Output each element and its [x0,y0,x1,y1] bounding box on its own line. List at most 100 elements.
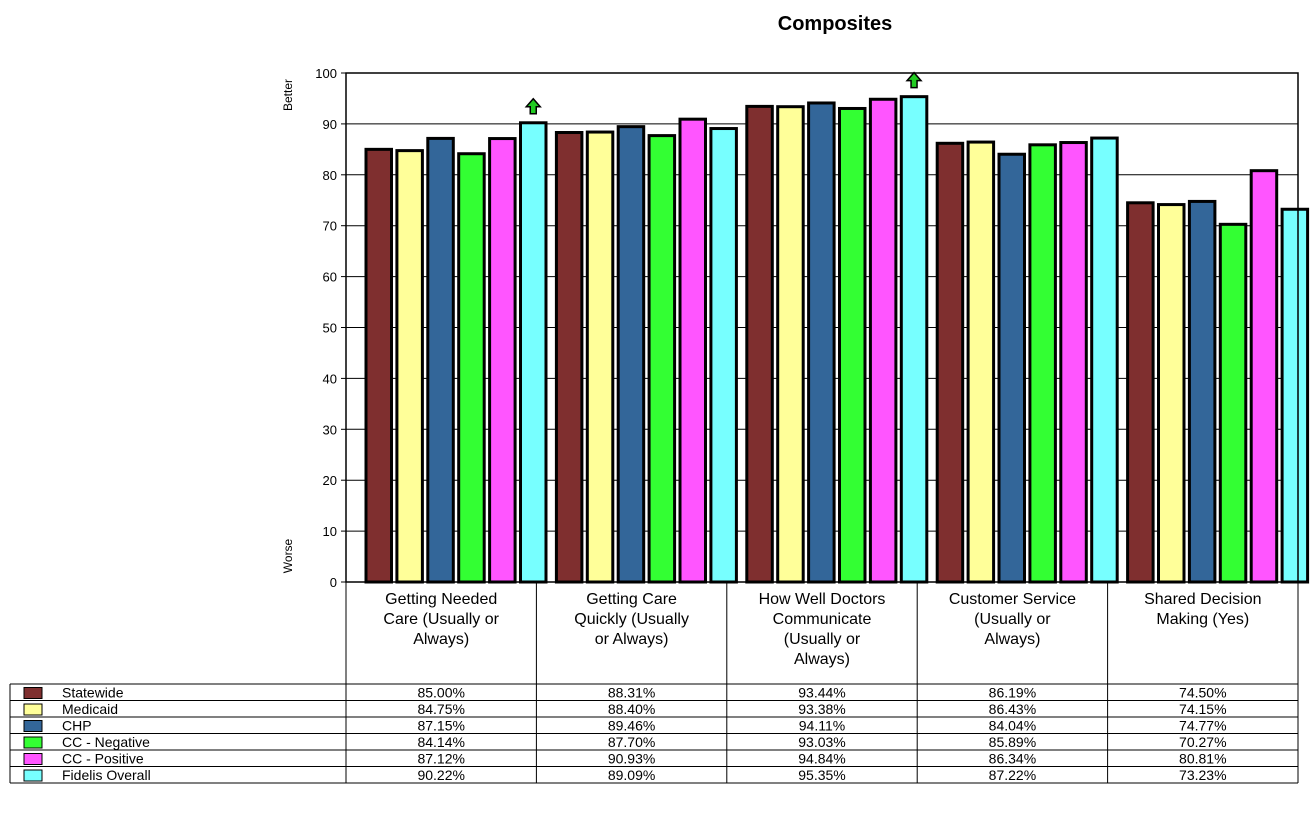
bar-cc-positive-0 [488,137,517,584]
bar-chp-1 [616,125,646,584]
bar-fidelis-overall-1 [709,127,738,584]
data-label: 89.09% [608,767,655,783]
bar-fidelis-overall-0 [519,121,548,584]
data-label: 73.23% [1179,767,1226,783]
data-label: 88.40% [608,701,655,717]
y-label-better: Better [281,79,295,111]
bar-fidelis-overall-4 [1280,207,1310,584]
bar-medicaid-2 [776,105,805,584]
bar-medicaid-0 [395,149,424,584]
data-label: 84.04% [989,718,1036,734]
legend-label: Medicaid [62,701,118,717]
category-label-line: Customer Service [949,591,1076,608]
bar-chp-4 [1187,199,1217,584]
bar-medicaid-1 [585,130,615,584]
data-label: 84.75% [417,701,464,717]
category-label-line: Always) [984,631,1040,648]
data-label: 85.00% [417,685,464,701]
bar-cc-negative-4 [1218,222,1248,584]
data-label: 74.15% [1179,701,1226,717]
data-label: 88.31% [608,685,655,701]
category-label-line: Communicate [773,611,872,628]
legend-label: Fidelis Overall [62,767,151,783]
bar-medicaid-4 [1157,203,1186,584]
data-label: 87.15% [417,718,464,734]
y-tick-label: 50 [323,321,337,336]
legend-label: CHP [62,718,92,734]
data-label: 90.93% [608,751,655,767]
plot-frame [345,72,1299,583]
legend-label: CC - Negative [62,734,150,750]
legend-swatch [23,769,43,782]
bar-statewide-1 [554,131,584,584]
bar-chp-2 [807,101,836,584]
data-label: 70.27% [1179,734,1226,750]
bar-chp-0 [426,136,455,584]
data-label: 87.12% [417,751,464,767]
data-label: 94.11% [799,718,845,734]
y-tick-label: 40 [323,371,337,386]
data-label: 87.22% [989,767,1036,783]
category-label-line: Always) [794,651,850,668]
data-label: 86.19% [989,685,1036,701]
bar-statewide-0 [364,147,393,584]
data-label: 90.22% [417,767,464,783]
bar-chp-3 [997,152,1026,584]
bar-cc-negative-0 [457,152,486,584]
legend-label: CC - Positive [62,751,144,767]
bar-statewide-3 [935,141,965,584]
data-label: 95.35% [798,767,845,783]
data-label: 87.70% [608,734,655,750]
bar-cc-negative-3 [1028,143,1057,584]
bar-fidelis-overall-2 [899,95,929,584]
bar-medicaid-3 [966,140,996,584]
category-label-line: Quickly (Usually [574,611,689,628]
bar-cc-positive-3 [1059,141,1088,584]
up-arrow-icon [905,71,923,89]
legend-swatch [23,736,43,749]
legend-swatch [23,720,43,732]
data-label: 85.89% [989,734,1036,750]
y-tick-label: 70 [323,219,337,234]
bar-cc-positive-1 [678,117,707,584]
category-label-line: or Always) [595,631,669,648]
bar-cc-positive-2 [868,97,898,584]
bar-statewide-2 [745,104,774,584]
data-label: 84.14% [417,734,464,750]
y-tick-label: 30 [323,422,337,437]
data-label: 93.44% [798,685,845,701]
bar-statewide-4 [1126,201,1155,584]
data-label: 86.43% [989,701,1036,717]
data-label: 74.77% [1179,718,1226,734]
up-arrow-icon [524,97,542,115]
data-label: 80.81% [1179,751,1226,767]
category-label-line: Making (Yes) [1156,611,1249,628]
category-label-line: Care (Usually or [383,611,499,628]
category-label-line: How Well Doctors [759,591,886,608]
y-tick-label: 60 [323,270,337,285]
y-label-worse: Worse [281,538,295,573]
chart-title: Composites [778,13,892,35]
legend-swatch [23,753,43,765]
data-label: 94.84% [798,751,845,767]
y-tick-label: 10 [323,524,337,539]
legend-label: Statewide [62,685,124,701]
bar-cc-negative-2 [838,106,867,584]
data-label: 89.46% [608,718,655,734]
category-label-line: (Usually or [974,611,1051,628]
y-tick-label: 20 [323,473,337,488]
category-label-line: Getting Needed [385,591,497,608]
data-label: 93.03% [798,734,845,750]
y-tick-label: 100 [315,66,337,81]
legend-swatch [23,687,43,699]
y-tick-label: 0 [330,575,337,590]
bar-cc-positive-4 [1249,169,1279,584]
legend-swatch [23,703,43,716]
data-label: 74.50% [1179,685,1226,701]
y-tick-label: 80 [323,168,337,183]
bar-fidelis-overall-3 [1090,136,1119,584]
category-label-line: Always) [413,631,469,648]
category-label-line: Shared Decision [1144,591,1261,608]
category-label-line: (Usually or [784,631,861,648]
